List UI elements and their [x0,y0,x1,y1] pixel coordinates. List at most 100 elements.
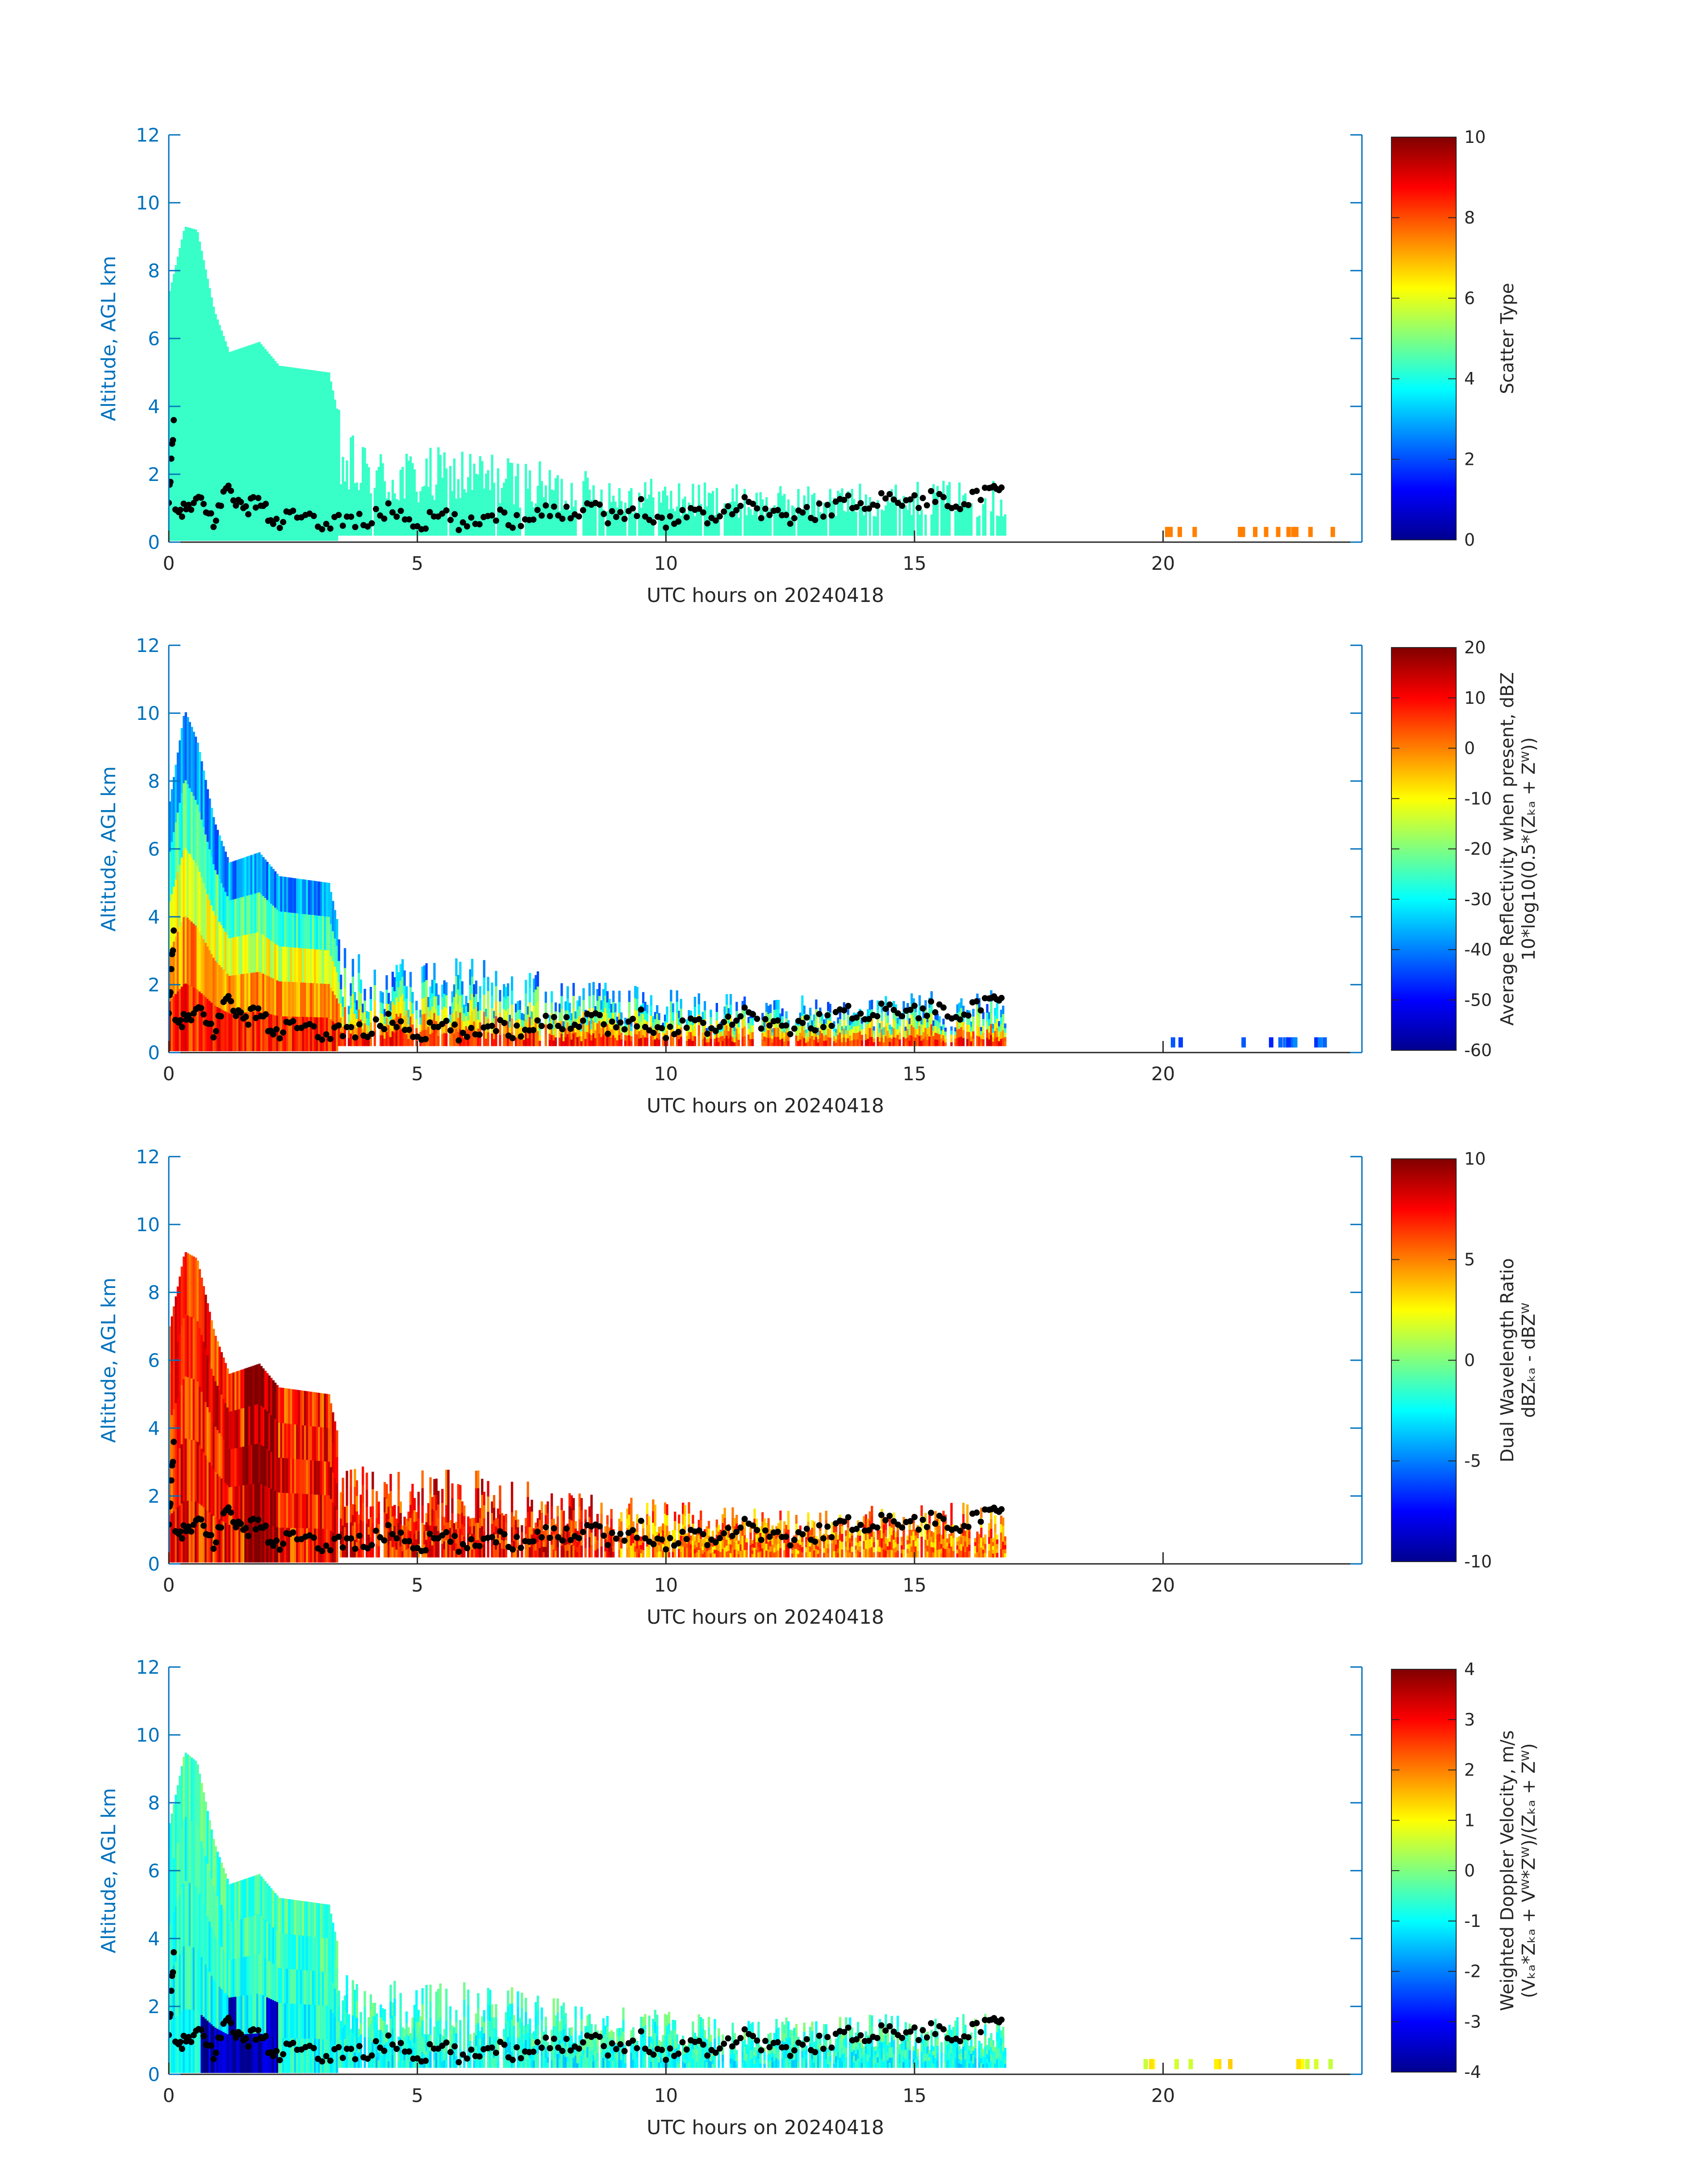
heatmap-cell [274,361,277,397]
heatmap-cell [350,1008,352,1021]
heatmap-cell [318,1528,321,1563]
heatmap-cell [276,434,279,470]
heatmap-cell [529,973,531,988]
heatmap-cell [718,1029,720,1034]
heatmap-cell [214,359,217,405]
heatmap-cell [507,458,509,474]
heatmap-cell [282,1492,285,1528]
heatmap-cell [310,949,313,983]
heatmap-cell [258,852,261,893]
heatmap-cell [310,1528,313,1563]
heatmap-cell [757,518,760,522]
heatmap-cell [793,518,796,525]
x-tick-label: 0 [163,552,175,574]
heatmap-cell [725,1025,728,1036]
y-tick-label: 8 [148,260,160,282]
heatmap-cell [819,521,822,526]
heatmap-cell [350,1539,352,1558]
cloud-base-point [245,1021,252,1028]
heatmap-cell [841,1038,844,1042]
heatmap-cell [473,1009,476,1022]
heatmap-cell [236,387,239,426]
cloud-base-point [758,515,764,522]
cloud-base-point [679,507,686,514]
heatmap-cell [284,1423,287,1458]
heatmap-cell [282,471,285,506]
heatmap-cell [363,447,366,466]
heatmap-cell [767,530,770,536]
heatmap-cell [540,502,543,514]
heatmap-cell [228,1013,231,1051]
heatmap-cell [485,1016,488,1024]
heatmap-cell [338,1024,340,1046]
heatmap-cell [586,477,589,490]
heatmap-cell [489,499,492,509]
heatmap-cell [574,528,577,536]
heatmap-cell [354,514,356,526]
heatmap-cell [238,1408,241,1448]
heatmap-cell [533,978,535,993]
heatmap-cell [570,1039,573,1046]
heatmap-cell [296,402,299,438]
heatmap-cell [316,881,318,916]
heatmap-cell [413,1545,416,1558]
heatmap-cell [213,447,215,494]
heatmap-cell [727,1023,730,1031]
heatmap-cell [998,1036,1001,1041]
heatmap-cell [893,1036,895,1046]
cloud-base-point [696,1016,702,1023]
heatmap-cell [586,1032,589,1039]
heatmap-cell [505,524,507,536]
heatmap-cell [898,514,901,522]
cloud-base-point [389,509,396,516]
heatmap-cell [202,1452,205,1508]
heatmap-cell [970,1036,973,1041]
heatmap-cell [435,525,438,536]
heatmap-cell [751,519,754,524]
heatmap-cell [958,1028,961,1038]
heatmap-cell [467,1011,470,1021]
heatmap-cell [856,1025,860,1033]
cloud-base-point [899,502,906,509]
heatmap-cell [264,464,267,503]
heatmap-cell [322,1461,325,1495]
heatmap-cell [437,500,440,518]
heatmap-cell [747,1034,750,1040]
heatmap-cell [194,925,197,989]
heatmap-cell [944,1031,947,1036]
heatmap-cell [210,1368,213,1417]
heatmap-cell [833,528,835,536]
heatmap-cell [276,1491,279,1527]
heatmap-cell [206,789,209,842]
heatmap-cell [228,1374,231,1412]
heatmap-cell [308,404,310,439]
heatmap-cell [393,1536,396,1547]
heatmap-cell [672,509,674,514]
heatmap-cell [860,1028,864,1035]
heatmap-cell [578,996,581,1007]
heatmap-cell [314,949,317,983]
heatmap-cell [427,526,430,536]
heatmap-cell [819,1023,822,1031]
heatmap-cell [825,1034,827,1040]
heatmap-cell [270,356,273,393]
heatmap-cell [936,1026,939,1033]
heatmap-cell [777,493,780,502]
cloud-base-point [642,1024,648,1030]
cloud-base-point [919,495,926,501]
heatmap-cell [536,515,539,526]
heatmap-cell [859,1016,861,1024]
heatmap-cell [697,1035,700,1046]
heatmap-cell [982,529,985,536]
heatmap-cell [664,516,667,526]
heatmap-cell [180,359,183,421]
heatmap-cell [676,990,678,1002]
heatmap-cell [912,1036,915,1046]
heatmap-cell [668,530,671,536]
heatmap-cell [191,353,193,416]
heatmap-cell [847,1030,849,1038]
heatmap-cell [169,391,171,441]
heatmap-cell [650,995,652,1006]
heatmap-cell [894,485,897,495]
cloud-base-point [609,1018,615,1025]
